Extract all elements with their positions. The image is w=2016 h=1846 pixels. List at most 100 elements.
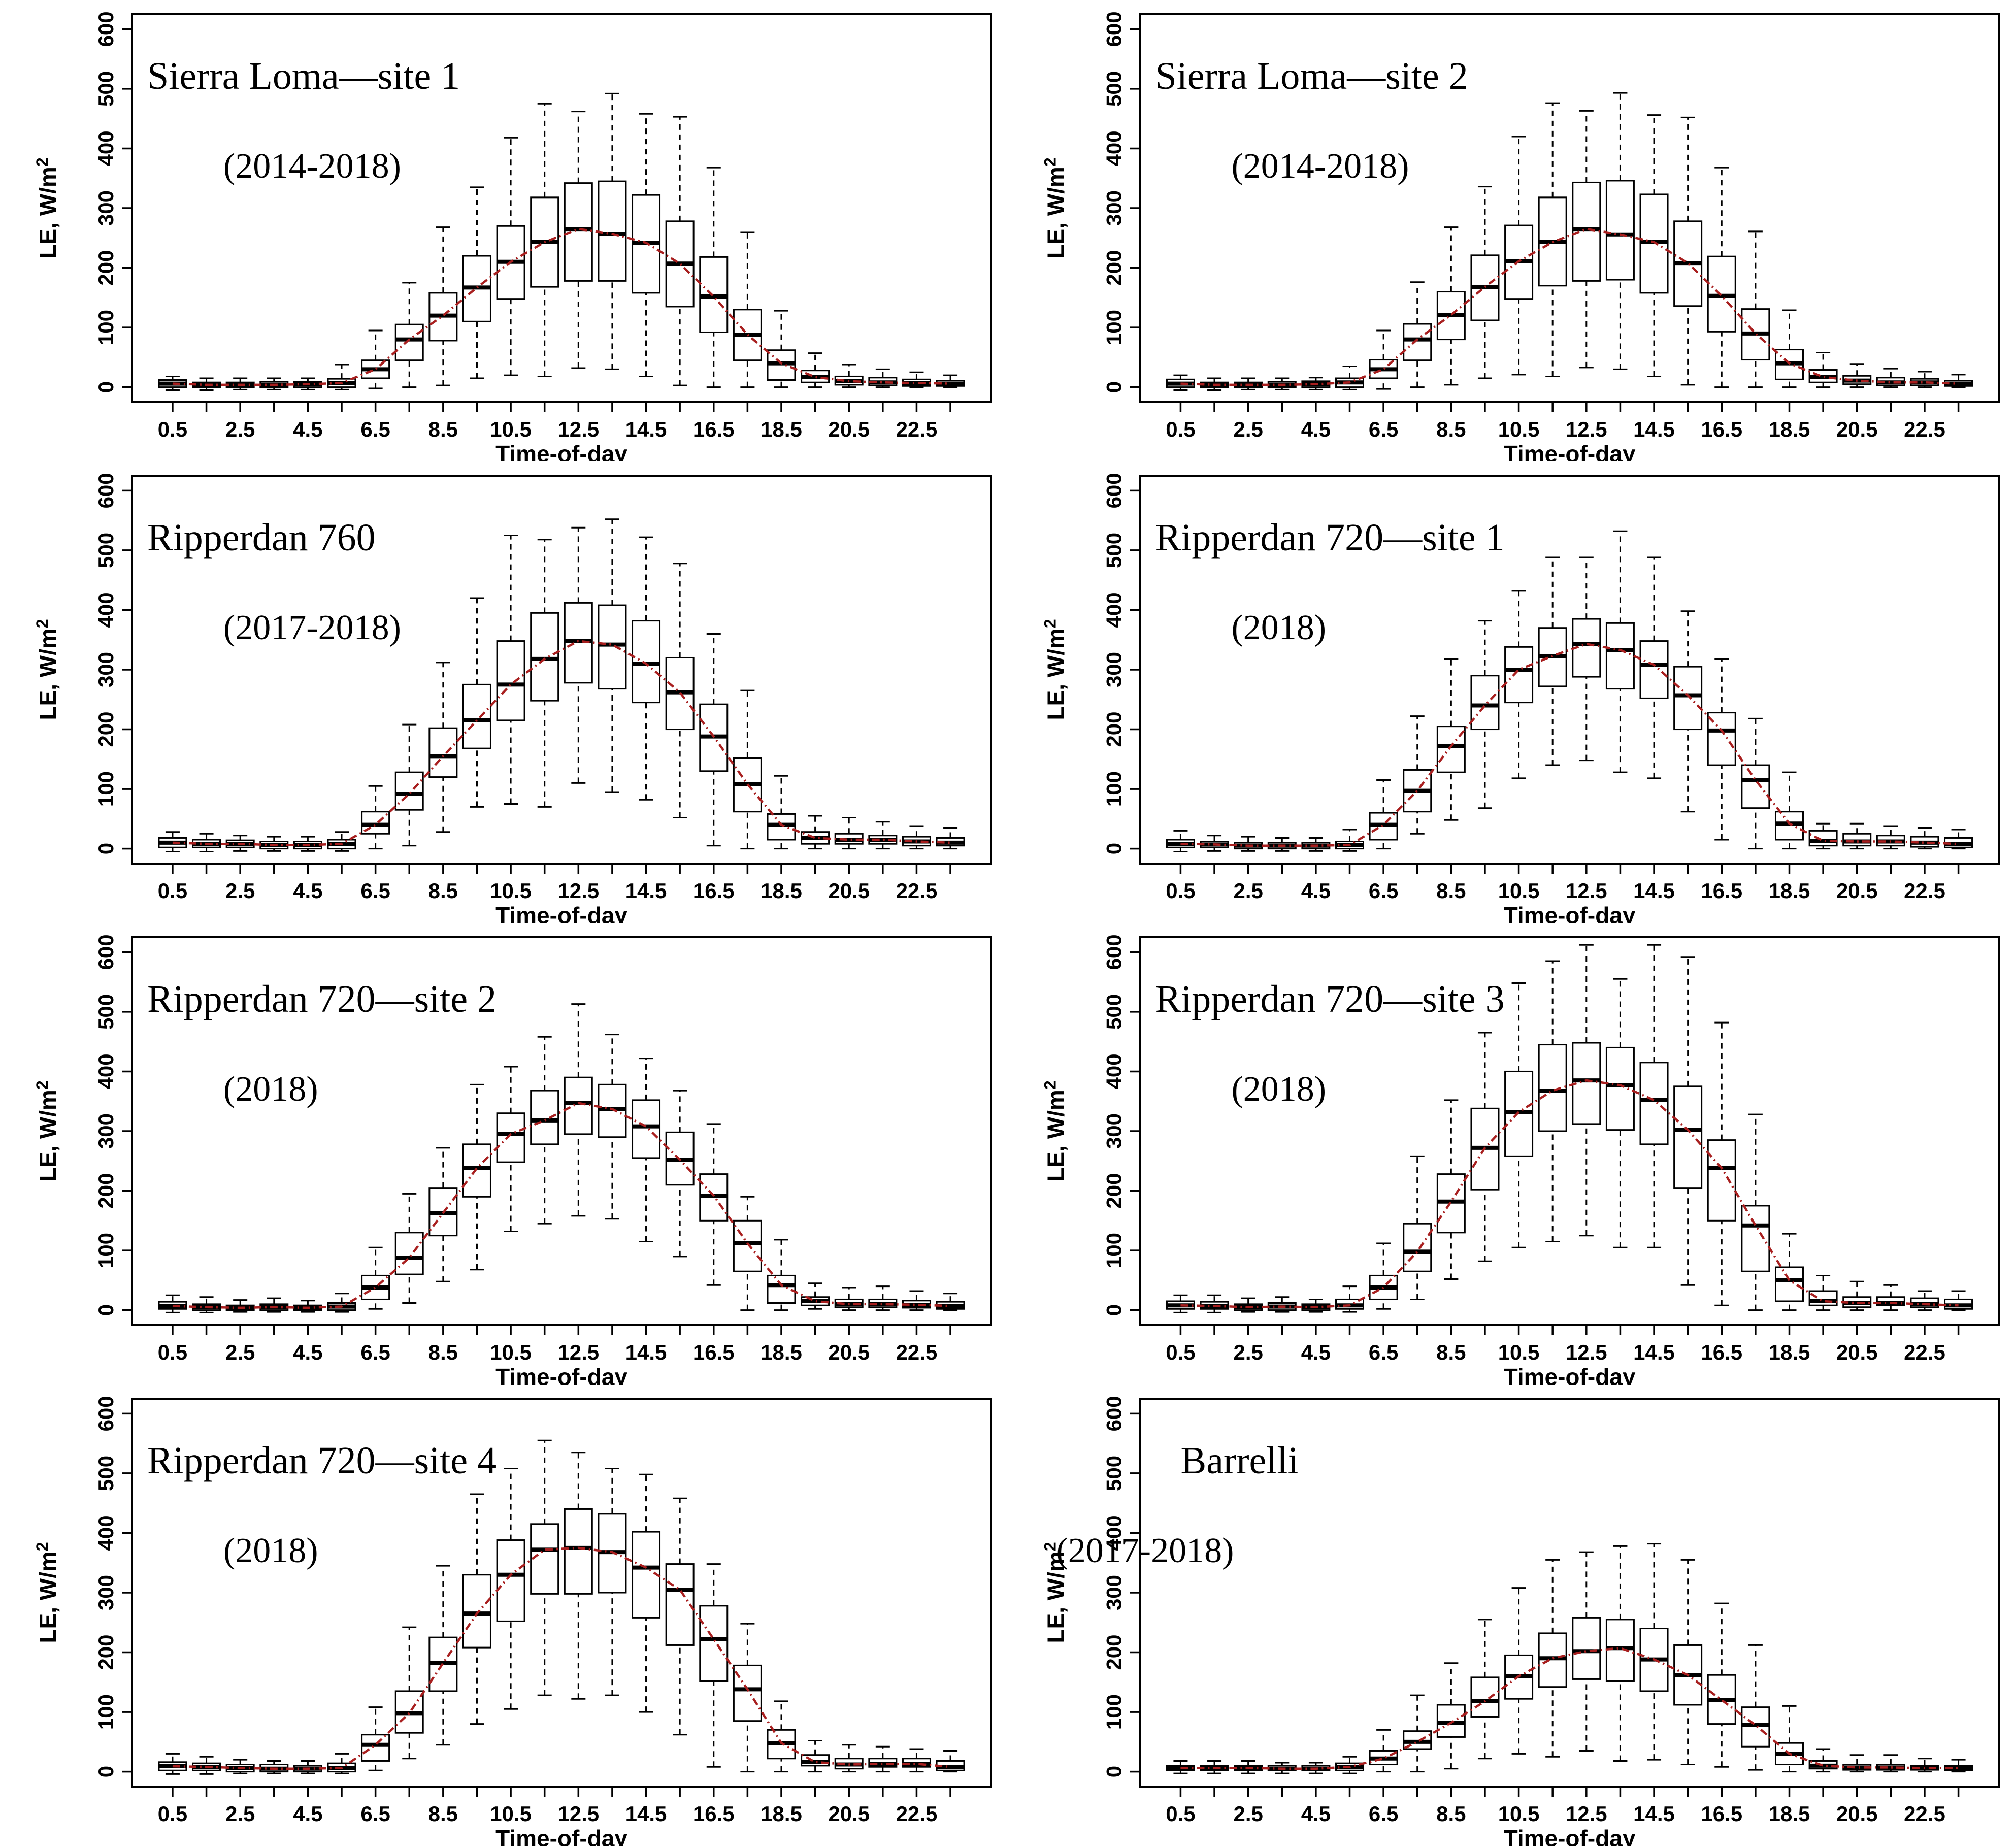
y-tick-label: 200 <box>94 711 118 747</box>
chart-title: Ripperdan 720—site 2 <box>147 978 497 1020</box>
x-tick-label: 18.5 <box>761 1340 802 1364</box>
median-trend-line <box>172 227 951 386</box>
y-tick-label: 100 <box>94 771 118 807</box>
x-tick-label: 10.5 <box>1498 1340 1540 1364</box>
y-tick-label: 100 <box>94 1694 118 1730</box>
x-tick-label: 8.5 <box>428 1340 458 1364</box>
boxplot-chart-ripperdan-720-site4: 0 100 200 300 400 500 600 LE, W/m2 0.5 2.5 4.5 6.5 8… <box>33 1396 992 1846</box>
y-tick-label: 500 <box>1102 533 1126 568</box>
median-trend-line <box>1180 1647 1959 1770</box>
x-tick-label: 20.5 <box>828 1340 870 1364</box>
y-tick-label: 600 <box>1102 11 1126 47</box>
y-tick-label: 500 <box>94 71 118 107</box>
boxplot-chart-sierra-loma-site2: 0 100 200 300 400 500 600 LE, W/m2 0.5 2.5 4.5 6.5 8… <box>1041 11 2000 461</box>
x-tick-label: 8.5 <box>1436 1340 1466 1364</box>
chart-cell-ripperdan-720-site4: 0 100 200 300 400 500 600 LE, W/m2 0.5 2.5 4.5 6.5 8… <box>0 1384 1008 1846</box>
y-tick-label: 300 <box>94 190 118 226</box>
x-tick-label: 8.5 <box>428 417 458 441</box>
x-tick-label: 20.5 <box>1836 879 1878 903</box>
x-axis-label: Time-of-day <box>1504 1825 1636 1846</box>
chart-subtitle: (2018) <box>1232 1070 1327 1109</box>
x-axis: 0.5 2.5 4.5 6.5 8.5 10.5 12.5 14.5 16.5 18.5 20.5 2… <box>158 1787 951 1846</box>
x-tick-label: 8.5 <box>1436 1802 1466 1826</box>
y-tick-label: 0 <box>94 381 118 393</box>
x-tick-label: 2.5 <box>1233 417 1263 441</box>
x-tick-label: 0.5 <box>158 1802 187 1826</box>
x-axis: 0.5 2.5 4.5 6.5 8.5 10.5 12.5 14.5 16.5 18.5 20.5 2… <box>1166 1787 1960 1846</box>
chart-cell-ripperdan-720-site3: 0 100 200 300 400 500 600 LE, W/m2 0.5 2.5 4.5 6.5 8… <box>1008 923 2016 1384</box>
y-tick-label: 0 <box>94 843 118 854</box>
x-tick-label: 2.5 <box>225 417 255 441</box>
x-tick-label: 10.5 <box>490 1340 532 1364</box>
chart-subtitle: (2017-2018) <box>223 608 401 647</box>
chart-cell-sierra-loma-site1: 0 100 200 300 400 500 600 LE, W/m2 0.5 2.5 4.5 6.5 8… <box>0 0 1008 461</box>
y-tick-label: 0 <box>94 1304 118 1316</box>
x-tick-label: 18.5 <box>761 879 802 903</box>
x-axis: 0.5 2.5 4.5 6.5 8.5 10.5 12.5 14.5 16.5 18.5 20.5 2… <box>158 402 951 461</box>
x-tick-label: 12.5 <box>1566 879 1607 903</box>
chart-root: 0 100 200 300 400 500 600 LE, W/m2 0.5 2.5 4.5 6.5 8… <box>33 1396 992 1846</box>
x-tick-label: 10.5 <box>490 879 532 903</box>
x-tick-label: 10.5 <box>1498 417 1540 441</box>
y-tick-label: 100 <box>94 310 118 345</box>
x-axis: 0.5 2.5 4.5 6.5 8.5 10.5 12.5 14.5 16.5 18.5 20.5 2… <box>1166 864 1960 923</box>
y-tick-label: 400 <box>1102 1053 1126 1089</box>
y-tick-label: 200 <box>1102 250 1126 285</box>
x-tick-label: 22.5 <box>1904 1802 1945 1826</box>
x-tick-label: 2.5 <box>1233 1802 1263 1826</box>
chart-subtitle: (2014-2018) <box>223 147 401 186</box>
x-tick-label: 6.5 <box>1369 1340 1398 1364</box>
boxplot-chart-ripperdan-720-site2: 0 100 200 300 400 500 600 LE, W/m2 0.5 2.5 4.5 6.5 8… <box>33 934 992 1384</box>
y-tick-label: 500 <box>94 533 118 568</box>
x-tick-label: 16.5 <box>1701 1802 1742 1826</box>
x-tick-label: 12.5 <box>1566 1802 1607 1826</box>
x-tick-label: 8.5 <box>1436 417 1466 441</box>
y-axis-label: LE, W/m2 <box>1041 1080 1069 1181</box>
y-tick-label: 400 <box>94 1053 118 1089</box>
x-tick-label: 14.5 <box>625 417 667 441</box>
x-tick-label: 14.5 <box>1633 1802 1675 1826</box>
y-tick-label: 600 <box>94 934 118 970</box>
x-tick-label: 14.5 <box>1633 879 1675 903</box>
y-tick-label: 200 <box>1102 711 1126 747</box>
x-tick-label: 22.5 <box>896 417 938 441</box>
x-tick-label: 16.5 <box>1701 879 1742 903</box>
x-tick-label: 14.5 <box>625 879 667 903</box>
y-tick-label: 100 <box>1102 1233 1126 1268</box>
x-tick-label: 0.5 <box>1166 1340 1195 1364</box>
y-tick-label: 400 <box>1102 130 1126 166</box>
x-tick-label: 4.5 <box>1301 1802 1331 1826</box>
x-tick-label: 22.5 <box>896 879 938 903</box>
plot-frame <box>131 475 992 865</box>
x-axis-label: Time-of-day <box>1504 441 1636 461</box>
y-tick-label: 400 <box>1102 592 1126 628</box>
x-tick-label: 2.5 <box>225 879 255 903</box>
y-tick-label: 400 <box>1102 1515 1126 1551</box>
x-tick-label: 14.5 <box>625 1802 667 1826</box>
x-tick-label: 2.5 <box>225 1340 255 1364</box>
x-tick-label: 20.5 <box>1836 1340 1878 1364</box>
chart-root: 0 100 200 300 400 500 600 LE, W/m2 0.5 2.5 4.5 6.5 8… <box>1041 473 2000 923</box>
x-tick-label: 22.5 <box>1904 1340 1945 1364</box>
y-tick-label: 200 <box>94 250 118 285</box>
chart-root: 0 100 200 300 400 500 600 LE, W/m2 0.5 2.5 4.5 6.5 8… <box>1041 934 2000 1384</box>
x-tick-label: 18.5 <box>1769 879 1810 903</box>
x-tick-label: 8.5 <box>428 879 458 903</box>
x-tick-label: 22.5 <box>1904 417 1945 441</box>
x-tick-label: 18.5 <box>1769 1340 1810 1364</box>
y-tick-label: 200 <box>94 1173 118 1208</box>
chart-root: 0 100 200 300 400 500 600 LE, W/m2 0.5 2.5 4.5 6.5 8… <box>33 473 992 923</box>
chart-title: Barrelli <box>1181 1439 1299 1482</box>
x-tick-label: 4.5 <box>1301 879 1331 903</box>
x-tick-label: 0.5 <box>1166 879 1195 903</box>
x-axis: 0.5 2.5 4.5 6.5 8.5 10.5 12.5 14.5 16.5 18.5 20.5 2… <box>158 1325 951 1384</box>
x-axis: 0.5 2.5 4.5 6.5 8.5 10.5 12.5 14.5 16.5 18.5 20.5 2… <box>158 864 951 923</box>
plot-frame <box>1139 936 2000 1326</box>
y-axis-label: LE, W/m2 <box>1041 619 1069 720</box>
y-tick-label: 600 <box>94 1396 118 1431</box>
y-tick-label: 300 <box>1102 1113 1126 1149</box>
plot-frame <box>131 13 992 403</box>
x-tick-label: 4.5 <box>1301 417 1331 441</box>
plot-frame <box>1139 1398 2000 1788</box>
y-axis: 0 100 200 300 400 500 600 LE, W/m2 <box>33 1396 132 1777</box>
